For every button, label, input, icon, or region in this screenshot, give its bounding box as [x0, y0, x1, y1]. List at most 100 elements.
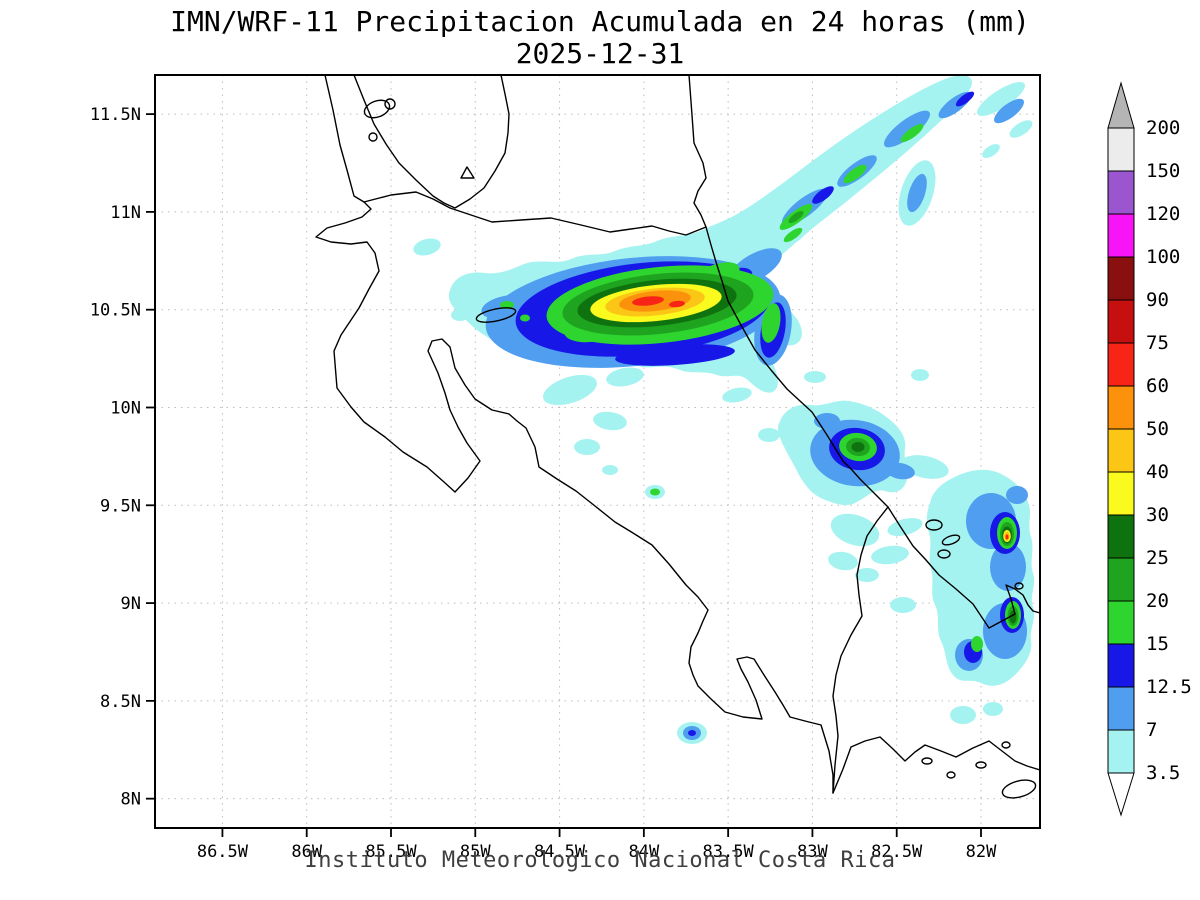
precip-contour — [804, 371, 826, 383]
colorbar-segment — [1107, 385, 1135, 430]
colorbar-segment — [1107, 170, 1135, 215]
colorbar-label: 25 — [1146, 547, 1169, 569]
ometepe-island-2 — [384, 98, 396, 110]
colorbar-label: 3.5 — [1146, 762, 1180, 784]
precip-contour — [887, 517, 923, 537]
colorbar-segment — [1107, 213, 1135, 258]
precip-contour — [955, 91, 975, 107]
precip-contour — [911, 369, 929, 381]
precip-contour — [520, 314, 530, 322]
coastline-layer — [315, 75, 1040, 799]
precip-contour — [900, 123, 924, 143]
precip-contour — [615, 344, 735, 366]
precip-contour — [451, 309, 469, 321]
lake-arenal — [475, 307, 517, 323]
precip-contour — [890, 597, 916, 613]
precip-contour — [983, 702, 1003, 716]
lat-axis-label: 10N — [110, 398, 141, 418]
figure-date: 2025-12-31 — [515, 37, 685, 70]
lon-axis-label: 82W — [966, 842, 997, 862]
lat-axis-label: 9N — [121, 594, 141, 614]
precip-contour — [855, 568, 879, 582]
lon-axis-label: 83.5W — [703, 842, 755, 862]
escudo-island — [1014, 582, 1024, 590]
colorbar-segment — [1107, 686, 1135, 731]
colorbar-segment — [1107, 471, 1135, 516]
colorbar-segment — [1107, 600, 1135, 645]
precip-contour — [907, 173, 927, 213]
lon-axis-label: 85W — [460, 842, 491, 862]
precip-contour — [830, 513, 880, 547]
lat-axis-label: 9.5N — [100, 496, 141, 516]
precip-contour — [982, 144, 1000, 158]
coastline-caribbean — [688, 75, 1040, 629]
colorbar-label: 30 — [1146, 504, 1169, 526]
colorbar-segment — [1107, 299, 1135, 344]
colorbar-label: 90 — [1146, 289, 1169, 311]
lon-axis-label: 84.5W — [534, 842, 586, 862]
precip-contour — [413, 238, 441, 256]
precip-contour — [602, 465, 618, 475]
precip-contour — [788, 210, 804, 224]
precip-contour — [883, 110, 931, 148]
colorbar-label: 50 — [1146, 418, 1169, 440]
colorbar-below-triangle — [1107, 772, 1135, 817]
colorbar-segment — [1107, 256, 1135, 301]
colorbar-segment — [1107, 643, 1135, 688]
border-costa-rica-panama — [832, 506, 889, 794]
figure-title: IMN/WRF-11 Precipitacion Acumulada en 24… — [170, 5, 1030, 38]
colorbar-segment — [1107, 127, 1135, 172]
precip-contour — [828, 551, 858, 571]
precip-contour — [543, 374, 597, 406]
precip-contour — [606, 367, 644, 387]
colorbar-segment — [1107, 514, 1135, 559]
zapatera-island — [368, 132, 378, 142]
precip-contour — [632, 296, 664, 306]
colorbar-label: 100 — [1146, 246, 1180, 268]
lat-axis-label: 11.5N — [90, 105, 141, 125]
lon-axis-label: 86W — [291, 842, 322, 862]
lat-axis-label: 8.5N — [100, 692, 141, 712]
precip-contour — [761, 303, 781, 343]
colorbar-label: 200 — [1146, 117, 1180, 139]
border-costa-rica-nicaragua — [363, 191, 707, 236]
precip-contour — [871, 545, 909, 565]
bocas-island-1 — [925, 519, 943, 531]
colorbar-above-triangle — [1107, 81, 1135, 129]
figure-caption: Instituto Meteorologico Nacional Costa R… — [304, 848, 896, 873]
precip-contour — [650, 488, 660, 496]
colorbar-label: 12.5 — [1146, 676, 1192, 698]
pacific-island-1 — [921, 757, 933, 765]
ometepe-island — [363, 99, 391, 119]
precip-contour — [885, 462, 915, 480]
precip-contour — [971, 636, 983, 652]
colorbar-label: 15 — [1146, 633, 1169, 655]
precip-contour — [851, 442, 865, 452]
precip-contour — [1009, 120, 1033, 138]
lon-axis-label: 82.5W — [871, 842, 923, 862]
solentiname-island — [460, 166, 475, 179]
colorbar-label: 40 — [1146, 461, 1169, 483]
precip-contour — [669, 300, 685, 308]
precip-contour — [722, 387, 752, 403]
precip-contour — [990, 543, 1026, 591]
precip-contour — [574, 439, 600, 455]
pacific-island-5 — [1001, 779, 1037, 799]
colorbar-segment — [1107, 557, 1135, 602]
colorbar: 200 150 120 100 90 75 60 50 40 30 25 20 15 12.5 7 3.5 — [1107, 81, 1192, 817]
lat-axis-label: 8N — [121, 790, 141, 810]
colorbar-label: 20 — [1146, 590, 1169, 612]
bocas-island-3 — [937, 549, 951, 559]
plot-frame — [154, 74, 1041, 829]
colorbar-label: 75 — [1146, 332, 1169, 354]
precip-contour — [843, 164, 867, 184]
precip-contour — [688, 730, 696, 736]
precip-contour — [500, 301, 514, 309]
colorbar-label: 7 — [1146, 719, 1157, 741]
precipitation-layer — [413, 75, 1035, 744]
precip-contour — [1005, 534, 1009, 540]
colorbar-segment — [1107, 342, 1135, 387]
colorbar-segment — [1107, 428, 1135, 473]
